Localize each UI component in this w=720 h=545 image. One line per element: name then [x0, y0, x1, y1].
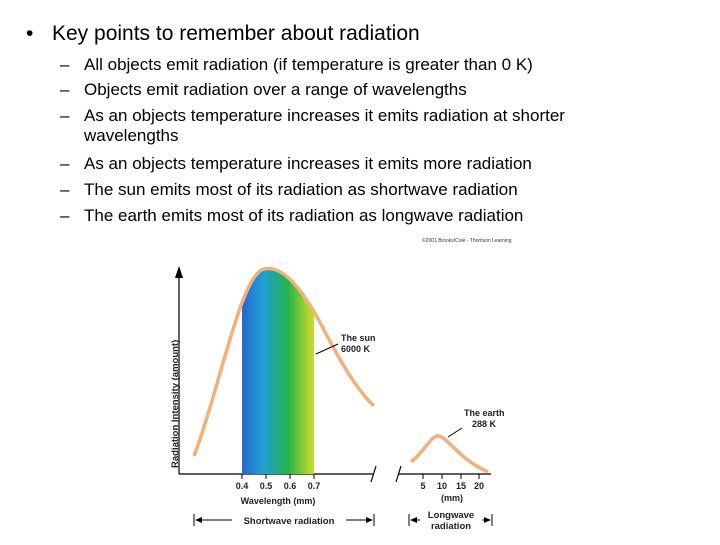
longwave-unit-label: (mm)	[441, 493, 463, 503]
sub-bullet-text: All objects emit radiation (if temperatu…	[84, 55, 533, 74]
earth-label-name: The earth	[464, 408, 505, 418]
arrow-left-icon	[410, 517, 417, 523]
arrow-left-icon	[195, 517, 202, 523]
bullet-dot-icon: •	[26, 22, 34, 45]
x-tick-label: 5	[420, 481, 425, 491]
sub-bullet-text: As an objects temperature increases it e…	[84, 106, 565, 145]
sun-label-name: The sun	[341, 333, 376, 343]
earth-label-temp: 288 K	[472, 419, 497, 429]
radiation-diagram: ©2001 Brooks/Cole - Thomson Learning Rad…	[156, 234, 522, 540]
axis-break-mark	[370, 465, 377, 483]
sub-bullet-text: Objects emit radiation over a range of w…	[84, 80, 467, 99]
x-tick-label: 0.5	[260, 481, 273, 491]
dash-icon: –	[60, 154, 70, 173]
x-tick-label: 0.6	[284, 481, 297, 491]
longwave-range-label-line2: radiation	[431, 521, 471, 532]
x-tick-label: 0.7	[308, 481, 321, 491]
arrow-right-icon	[366, 517, 373, 523]
x-tick-label: 0.4	[236, 481, 249, 491]
radiation-figure: ©2001 Brooks/Cole - Thomson Learning Rad…	[156, 234, 522, 540]
longwave-range-label-line1: Longwave	[428, 510, 474, 521]
sub-bullet-text: The sun emits most of its radiation as s…	[84, 180, 518, 199]
arrow-right-icon	[484, 517, 491, 523]
dash-icon: –	[60, 55, 70, 74]
x-tick-label: 15	[456, 481, 466, 491]
visible-spectrum-band	[242, 268, 314, 474]
figure-background	[156, 234, 522, 540]
shortwave-range-label: Shortwave radiation	[244, 516, 335, 527]
sub-bullet-text: The earth emits most of its radiation as…	[84, 206, 524, 225]
dash-icon: –	[60, 180, 70, 199]
axis-break-mark	[395, 465, 402, 483]
dash-icon: –	[60, 80, 70, 99]
earth-emission-curve	[409, 434, 489, 474]
x-tick-label: 20	[474, 481, 484, 491]
dash-icon: –	[60, 206, 70, 225]
sun-emission-curve	[192, 266, 376, 457]
sun-label-temp: 6000 K	[341, 344, 371, 354]
copyright-text: ©2001 Brooks/Cole - Thomson Learning	[422, 237, 512, 244]
dash-icon: –	[60, 106, 70, 125]
y-axis-label: Radiation Intensity (amount)	[170, 340, 181, 468]
sun-pointer-line	[315, 343, 339, 355]
main-bullet-text: Key points to remember about radiation	[52, 22, 420, 45]
x-tick-label: 10	[437, 481, 447, 491]
y-axis-arrow-icon	[175, 266, 183, 278]
sub-bullet-text: As an objects temperature increases it e…	[84, 154, 532, 173]
earth-pointer-line	[447, 427, 463, 438]
x-axis-label: Wavelength (mm)	[241, 496, 316, 506]
